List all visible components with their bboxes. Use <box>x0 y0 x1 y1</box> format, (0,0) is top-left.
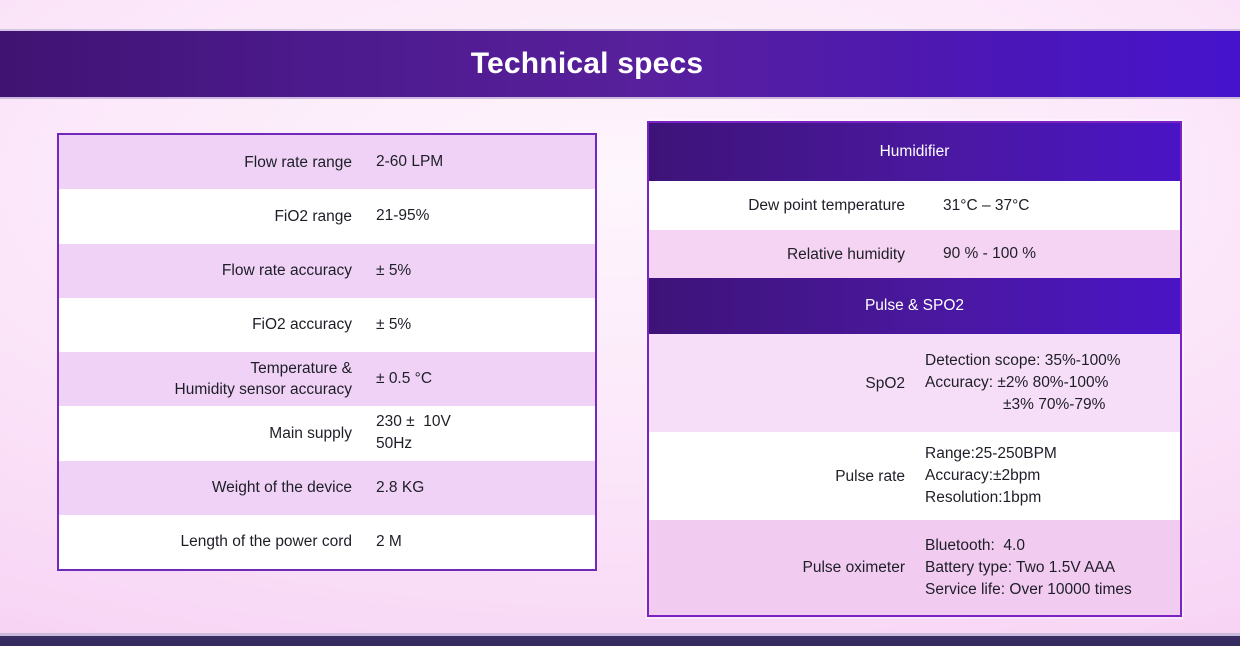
spec-label: FiO2 accuracy <box>252 316 352 334</box>
spec-row-pulse-rate: Pulse rate Range:25-250BPM Accuracy:±2bp… <box>649 432 1180 520</box>
section-header-pulse-spo2: Pulse & SPO2 <box>649 278 1180 334</box>
spec-value: 2.8 KG <box>376 478 425 496</box>
spec-row-device-weight: Weight of the device 2.8 KG <box>59 460 595 515</box>
spec-value: Bluetooth: 4.0 Battery type: Two 1.5V AA… <box>925 536 1132 598</box>
spec-label: Temperature & Humidity sensor accuracy <box>174 360 352 399</box>
title-banner: Technical specs <box>0 29 1240 99</box>
spec-label: Pulse rate <box>835 467 905 485</box>
spec-value: 31°C – 37°C <box>943 196 1030 214</box>
spec-row-temp-humidity-sensor-accuracy: Temperature & Humidity sensor accuracy ±… <box>59 352 595 407</box>
spec-label: Relative humidity <box>786 245 905 263</box>
spec-row-main-supply: Main supply 230 ± 10V 50Hz <box>59 406 595 460</box>
spec-value: 230 ± 10V 50Hz <box>376 413 451 453</box>
spec-label: Weight of the device <box>211 479 352 497</box>
spec-row-pulse-oximeter: Pulse oximeter Bluetooth: 4.0 Battery ty… <box>649 520 1180 615</box>
spec-value: Detection scope: 35%-100% Accuracy: ±2% … <box>925 352 1121 413</box>
spec-row-flow-rate-range: Flow rate range 2-60 LPM <box>59 135 595 190</box>
spec-row-relative-humidity: Relative humidity 90 % - 100 % <box>649 230 1180 278</box>
spec-label: Main supply <box>269 424 352 442</box>
spec-value: Range:25-250BPM Accuracy:±2bpm Resolutio… <box>925 445 1057 506</box>
spec-value: 90 % - 100 % <box>943 245 1037 262</box>
spec-row-fio2-accuracy: FiO2 accuracy ± 5% <box>59 298 595 352</box>
spec-value: ± 5% <box>376 315 412 333</box>
spec-value: 21-95% <box>376 207 430 225</box>
spec-label: Pulse oximeter <box>802 559 905 576</box>
bottom-bar <box>0 633 1240 646</box>
spec-value: 2-60 LPM <box>376 153 444 171</box>
spec-label: SpO2 <box>865 374 905 392</box>
page-title: Technical specs <box>470 47 704 80</box>
spec-row-fio2-range: FiO2 range 21-95% <box>59 189 595 243</box>
spec-row-dew-point-temperature: Dew point temperature 31°C – 37°C <box>649 181 1180 230</box>
spec-row-flow-rate-accuracy: Flow rate accuracy ± 5% <box>59 243 595 298</box>
spec-label: Length of the power cord <box>180 533 352 551</box>
spec-label: Flow rate range <box>244 153 352 171</box>
spec-row-spo2: SpO2 Detection scope: 35%-100% Accuracy:… <box>649 334 1180 432</box>
spec-label: Flow rate accuracy <box>221 262 352 280</box>
humidifier-pulse-specs-table: Humidifier Dew point temperature 31°C – … <box>647 121 1182 617</box>
spec-row-power-cord-length: Length of the power cord 2 M <box>59 515 595 569</box>
spec-label: FiO2 range <box>274 207 352 225</box>
spec-value: 2 M <box>376 532 402 550</box>
spec-label: Dew point temperature <box>748 197 905 214</box>
spec-value: ± 0.5 °C <box>376 370 433 388</box>
section-header-humidifier: Humidifier <box>649 123 1180 181</box>
spec-value: ± 5% <box>376 261 412 279</box>
general-specs-table: Flow rate range 2-60 LPM FiO2 range 21-9… <box>57 133 597 571</box>
